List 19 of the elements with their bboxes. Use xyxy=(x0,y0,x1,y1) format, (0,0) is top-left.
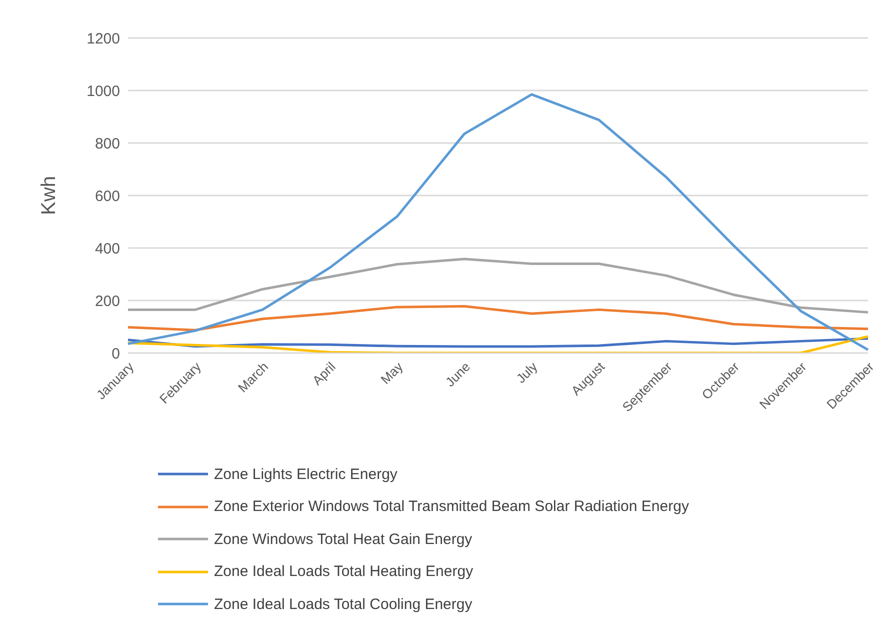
y-tick-label: 0 xyxy=(112,345,120,362)
y-tick-label: 400 xyxy=(94,240,120,258)
legend-label: Zone Ideal Loads Total Cooling Energy xyxy=(214,596,472,613)
legend-label: Zone Exterior Windows Total Transmitted Beam Solar Radiation Energy xyxy=(214,498,689,516)
line-series xyxy=(126,305,870,332)
y-tick-label: 600 xyxy=(94,188,120,205)
line-series xyxy=(126,335,870,353)
legend-label: Zone Windows Total Heat Gain Energy xyxy=(214,530,472,548)
line-series xyxy=(126,93,870,352)
line-series xyxy=(126,258,870,314)
x-tick-label: July xyxy=(513,358,541,386)
x-tick-label: May xyxy=(378,358,406,388)
y-tick-label: 1200 xyxy=(86,30,120,48)
y-tick-label: 200 xyxy=(94,292,120,310)
legend-label: Zone Ideal Loads Total Heating Energy xyxy=(214,563,474,580)
y-axis-title: Kwh xyxy=(38,176,60,215)
y-tick-label: 1000 xyxy=(86,82,120,100)
legend-label: Zone Lights Electric Energy xyxy=(214,466,398,483)
y-tick-label: 800 xyxy=(94,135,120,152)
